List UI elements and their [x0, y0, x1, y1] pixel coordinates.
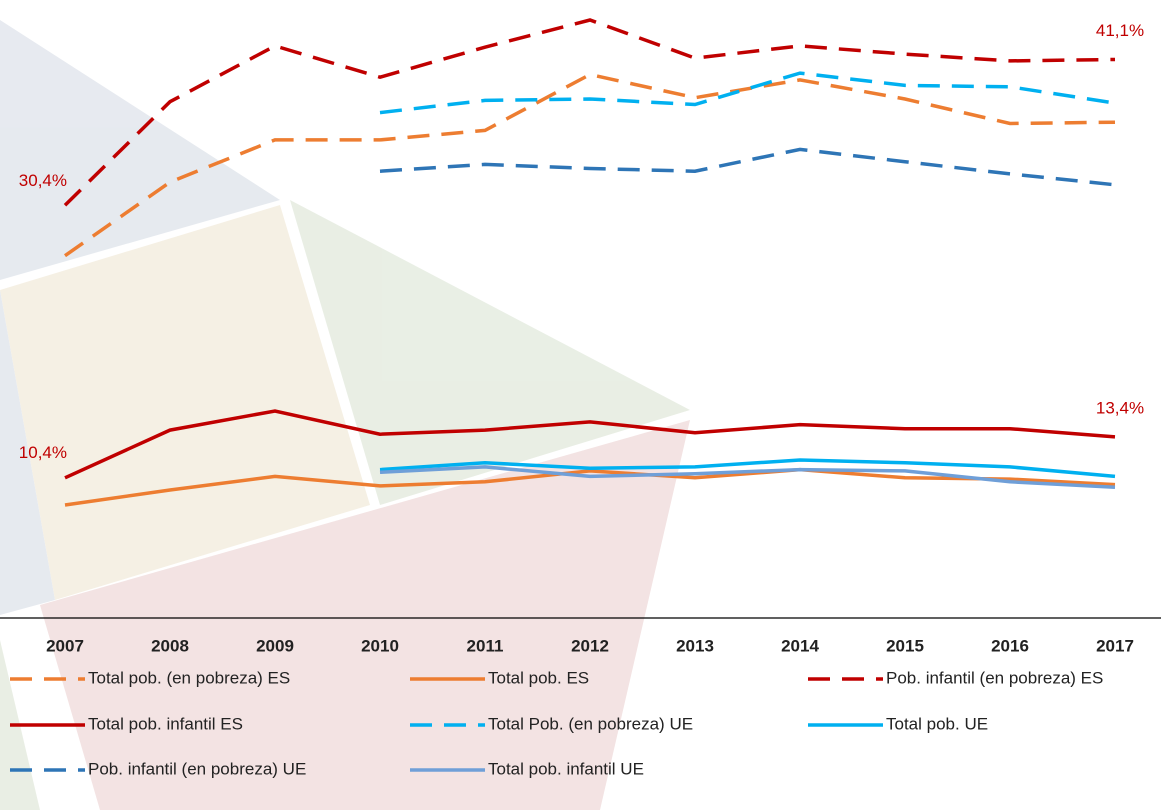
- series-line: [380, 149, 1115, 184]
- x-tick-label: 2011: [467, 636, 504, 655]
- series-line: [380, 73, 1115, 113]
- value-label: 10,4%: [19, 443, 67, 462]
- x-tick-label: 2016: [991, 636, 1029, 655]
- x-tick-label: 2008: [151, 636, 189, 655]
- x-tick-label: 2017: [1096, 636, 1134, 655]
- legend-label: Total pob. UE: [886, 714, 988, 733]
- x-tick-label: 2012: [571, 636, 609, 655]
- x-tick-label: 2009: [256, 636, 294, 655]
- chart: 2007 2008 2009 2010 2011 2012 2013 2014 2015 2016…: [0, 0, 1161, 810]
- legend-label: Pob. infantil (en pobreza) ES: [886, 668, 1103, 687]
- value-label: 41,1%: [1096, 21, 1144, 40]
- value-label: 30,4%: [19, 171, 67, 190]
- x-tick-label: 2007: [46, 636, 84, 655]
- legend-label: Total Pob. (en pobreza) UE: [488, 714, 693, 733]
- x-tick-label: 2013: [676, 636, 714, 655]
- x-tick-label: 2015: [886, 636, 924, 655]
- legend-label: Pob. infantil (en pobreza) UE: [88, 759, 306, 778]
- x-tick-label: 2014: [781, 636, 819, 655]
- legend-label: Total pob. ES: [488, 668, 589, 687]
- value-label: 13,4%: [1096, 398, 1144, 417]
- x-tick-label: 2010: [361, 636, 399, 655]
- legend-label: Total pob. infantil ES: [88, 714, 243, 733]
- legend-label: Total pob. (en pobreza) ES: [88, 668, 290, 687]
- legend-label: Total pob. infantil UE: [488, 759, 644, 778]
